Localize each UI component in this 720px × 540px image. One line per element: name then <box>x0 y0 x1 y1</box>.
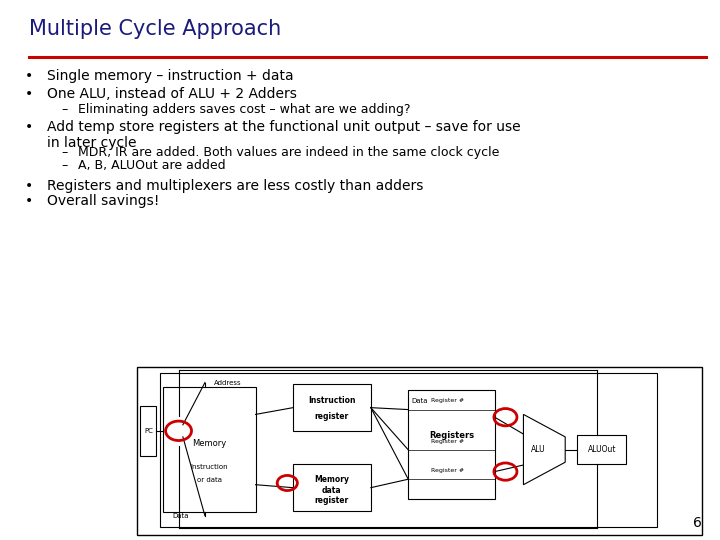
Text: –: – <box>61 146 68 159</box>
FancyBboxPatch shape <box>577 435 626 464</box>
Text: or data: or data <box>197 477 222 483</box>
Text: Instruction: Instruction <box>308 396 356 405</box>
Text: Register #: Register # <box>431 399 464 403</box>
Text: Add temp store registers at the functional unit output – save for use
in later c: Add temp store registers at the function… <box>47 120 521 150</box>
Text: Registers and multiplexers are less costly than adders: Registers and multiplexers are less cost… <box>47 179 423 193</box>
Text: •: • <box>25 120 33 134</box>
Text: A, B, ALUOut are added: A, B, ALUOut are added <box>78 159 225 172</box>
Text: Data: Data <box>173 514 189 519</box>
Text: Memory: Memory <box>192 439 227 448</box>
Text: Eliminating adders saves cost – what are we adding?: Eliminating adders saves cost – what are… <box>78 103 410 116</box>
Text: •: • <box>25 179 33 193</box>
Text: MDR, IR are added. Both values are indeed in the same clock cycle: MDR, IR are added. Both values are indee… <box>78 146 499 159</box>
Text: ALUOut: ALUOut <box>588 445 616 454</box>
FancyBboxPatch shape <box>293 464 371 511</box>
Text: PC: PC <box>144 428 153 434</box>
Text: Data: Data <box>412 397 428 403</box>
Text: Register #: Register # <box>431 438 464 444</box>
Text: register: register <box>315 411 349 421</box>
Text: data: data <box>322 485 342 495</box>
Text: Address: Address <box>214 380 242 387</box>
Text: Single memory – instruction + data: Single memory – instruction + data <box>47 69 294 83</box>
Text: register: register <box>315 496 349 505</box>
FancyBboxPatch shape <box>160 373 657 526</box>
Text: Overall savings!: Overall savings! <box>47 194 159 208</box>
Text: Multiple Cycle Approach: Multiple Cycle Approach <box>29 19 281 39</box>
Text: One ALU, instead of ALU + 2 Adders: One ALU, instead of ALU + 2 Adders <box>47 87 297 102</box>
Text: ALU: ALU <box>531 445 545 454</box>
FancyBboxPatch shape <box>140 406 156 456</box>
Text: Instruction: Instruction <box>191 464 228 470</box>
Text: Memory: Memory <box>315 475 349 484</box>
Polygon shape <box>523 414 565 485</box>
FancyBboxPatch shape <box>137 367 702 535</box>
Text: –: – <box>61 103 68 116</box>
Text: Register #: Register # <box>431 468 464 473</box>
Text: Registers: Registers <box>429 431 474 440</box>
Text: •: • <box>25 194 33 208</box>
Text: –: – <box>61 159 68 172</box>
Text: 6: 6 <box>693 516 702 530</box>
FancyBboxPatch shape <box>293 384 371 431</box>
FancyBboxPatch shape <box>163 387 256 512</box>
Text: •: • <box>25 87 33 102</box>
FancyBboxPatch shape <box>174 416 183 446</box>
FancyBboxPatch shape <box>408 390 495 499</box>
Text: •: • <box>25 69 33 83</box>
